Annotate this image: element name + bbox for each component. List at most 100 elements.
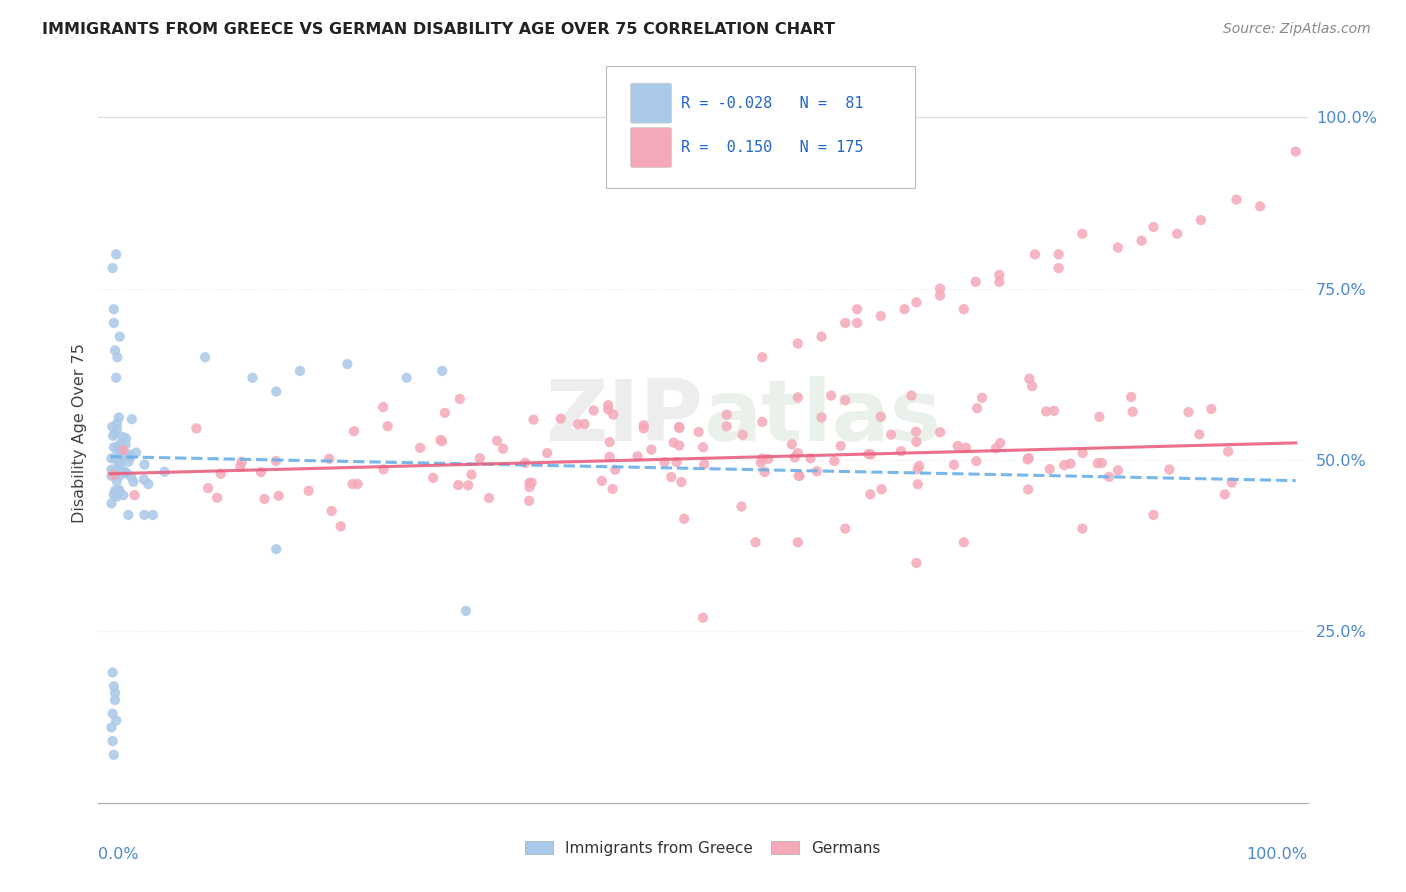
Point xyxy=(599,450,621,464)
Point xyxy=(114,465,136,479)
Point xyxy=(716,408,738,422)
Point xyxy=(787,469,810,483)
Point xyxy=(103,467,125,482)
Point xyxy=(100,496,122,510)
Point xyxy=(654,455,676,469)
Point xyxy=(105,490,128,504)
Point xyxy=(905,556,928,570)
Point xyxy=(904,425,927,439)
Point xyxy=(114,437,136,451)
Point xyxy=(186,421,208,435)
Point xyxy=(744,535,766,549)
Point xyxy=(810,410,832,425)
Point xyxy=(907,477,929,491)
Point xyxy=(115,432,138,446)
Point xyxy=(110,467,132,482)
Point xyxy=(298,483,321,498)
Point xyxy=(329,519,352,533)
Point xyxy=(250,465,273,479)
Point xyxy=(242,371,264,385)
Point xyxy=(846,302,869,317)
Point xyxy=(1047,247,1070,261)
Point xyxy=(346,477,368,491)
Point xyxy=(153,465,176,479)
Point xyxy=(929,282,952,296)
Point xyxy=(1142,219,1164,234)
Point xyxy=(134,508,156,522)
Point xyxy=(859,487,882,501)
Point xyxy=(1213,487,1236,501)
Point xyxy=(756,451,779,466)
Point xyxy=(966,401,988,416)
Point xyxy=(197,481,219,495)
Point xyxy=(105,714,128,728)
Point xyxy=(834,316,856,330)
Point xyxy=(515,456,537,470)
Point xyxy=(965,275,987,289)
Point xyxy=(1166,227,1188,241)
Point xyxy=(108,442,131,456)
Point xyxy=(890,444,912,458)
Point xyxy=(1142,508,1164,522)
Point xyxy=(929,288,952,302)
Point xyxy=(786,446,808,460)
Point xyxy=(100,468,122,483)
Point xyxy=(321,504,343,518)
Point xyxy=(120,469,142,483)
Point xyxy=(104,686,127,700)
Text: 100.0%: 100.0% xyxy=(1247,847,1308,863)
Point xyxy=(107,484,129,499)
Point xyxy=(1035,404,1057,418)
Point xyxy=(108,329,131,343)
Point xyxy=(111,430,134,444)
Point xyxy=(1071,522,1094,536)
Y-axis label: Disability Age Over 75: Disability Age Over 75 xyxy=(72,343,87,523)
Point xyxy=(118,450,141,465)
Point xyxy=(108,442,131,456)
Point xyxy=(716,419,738,434)
Point xyxy=(880,427,903,442)
Point xyxy=(1018,372,1040,386)
Point xyxy=(693,458,716,472)
Point xyxy=(806,464,828,478)
Point xyxy=(105,417,128,431)
FancyBboxPatch shape xyxy=(630,83,672,123)
Point xyxy=(952,302,974,317)
Point xyxy=(988,275,1011,289)
Point xyxy=(929,425,952,440)
Legend: Immigrants from Greece, Germans: Immigrants from Greece, Germans xyxy=(519,835,887,862)
Point xyxy=(117,455,139,469)
Point xyxy=(108,483,131,497)
Point xyxy=(429,433,451,447)
Point xyxy=(105,371,128,385)
Point xyxy=(108,459,131,474)
Point xyxy=(671,475,693,489)
Point xyxy=(946,439,969,453)
Point xyxy=(905,434,928,449)
Point xyxy=(786,391,808,405)
Point xyxy=(122,475,145,489)
Point xyxy=(988,436,1011,450)
Point xyxy=(103,316,125,330)
Point xyxy=(599,435,621,450)
Point xyxy=(730,500,752,514)
Point xyxy=(780,437,803,451)
Point xyxy=(1188,427,1211,442)
Point xyxy=(107,452,129,467)
Point xyxy=(112,488,135,502)
Point xyxy=(104,693,127,707)
Text: 0.0%: 0.0% xyxy=(98,847,139,863)
Point xyxy=(1047,261,1070,276)
Point xyxy=(908,458,931,473)
Point xyxy=(101,419,124,434)
Point xyxy=(668,420,690,434)
Point xyxy=(101,734,124,748)
Point xyxy=(124,488,146,502)
Text: R = -0.028   N =  81: R = -0.028 N = 81 xyxy=(682,95,863,111)
Point xyxy=(104,451,127,466)
FancyBboxPatch shape xyxy=(606,66,915,188)
Point xyxy=(108,458,131,473)
Point xyxy=(112,442,135,457)
Point xyxy=(598,398,620,412)
Point xyxy=(194,350,217,364)
